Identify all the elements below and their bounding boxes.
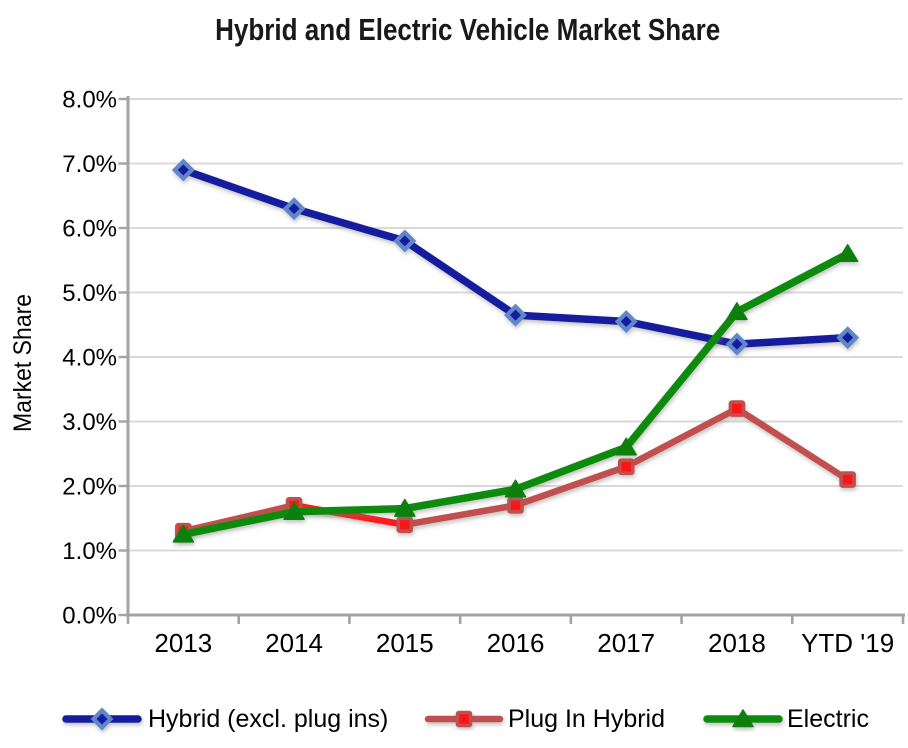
legend-label-plug-in-hybrid: Plug In Hybrid [508, 705, 666, 733]
y-tick-label: 8.0% [62, 87, 117, 114]
marker-triangle [732, 709, 754, 728]
marker-square [396, 516, 414, 534]
x-tick-label: 2017 [597, 628, 655, 658]
legend-label-hybrid: Hybrid (excl. plug ins) [148, 705, 389, 733]
x-tick-label: 2015 [376, 628, 434, 658]
legend-swatch-square [424, 710, 504, 728]
series-segment-electric [733, 250, 852, 316]
legend-swatch-diamond [62, 707, 142, 731]
x-tick-label: 2016 [487, 628, 545, 658]
legend-label-electric: Electric [787, 705, 869, 733]
series-segment-hybrid-excl-plug-ins [290, 204, 409, 245]
x-tick-label: 2013 [154, 628, 212, 658]
marker-diamond [504, 303, 527, 327]
marker-diamond [836, 326, 860, 350]
series-segment-hybrid-excl-plug-ins [401, 237, 520, 319]
series-segment-electric [290, 504, 409, 516]
y-tick-label: 1.0% [62, 538, 117, 565]
series-segment-plug-in-hybrid [401, 502, 519, 528]
marker-triangle [726, 302, 748, 321]
marker-triangle [283, 502, 305, 521]
marker-square [455, 710, 473, 728]
marker-square [617, 458, 635, 475]
series-segment-hybrid-excl-plug-ins [511, 311, 630, 326]
series-segment-plug-in-hybrid [622, 405, 741, 470]
x-tick-label: 2014 [265, 628, 323, 658]
series-segment-plug-in-hybrid [512, 463, 630, 509]
y-tick-label: 4.0% [62, 345, 117, 372]
y-tick-label: 7.0% [62, 151, 117, 178]
marker-diamond [614, 310, 638, 333]
x-tick-label: 2018 [708, 628, 766, 658]
marker-square [728, 400, 746, 417]
series-segment-electric [511, 443, 630, 493]
marker-triangle [394, 498, 416, 517]
series-segment-plug-in-hybrid [733, 405, 851, 483]
chart-title: Hybrid and Electric Vehicle Market Share [14, 12, 908, 48]
legend-swatch-triangle [703, 709, 783, 728]
marker-diamond [90, 707, 114, 731]
marker-square [839, 471, 856, 488]
y-tick-label: 2.0% [62, 474, 117, 501]
y-tick-label: 5.0% [62, 280, 117, 307]
marker-triangle [836, 244, 859, 263]
x-tick-label: YTD '19 [801, 628, 894, 658]
marker-diamond [393, 229, 417, 253]
marker-triangle [615, 437, 637, 456]
series-segment-electric [401, 485, 520, 513]
y-tick-label: 3.0% [62, 409, 117, 436]
y-tick-label: 0.0% [62, 603, 117, 630]
series-segment-hybrid-excl-plug-ins [179, 166, 298, 213]
chart-title-text: Hybrid and Electric Vehicle Market Share [215, 12, 721, 47]
marker-diamond [282, 197, 306, 221]
marker-diamond [725, 332, 749, 356]
y-tick-label: 6.0% [62, 216, 117, 243]
series-segment-electric [622, 308, 741, 452]
series-electric [172, 244, 859, 543]
marker-diamond [171, 158, 195, 182]
series-hybrid-excl-plug-ins [171, 158, 860, 356]
marker-triangle [172, 524, 195, 543]
marker-triangle [504, 479, 527, 498]
series-segment-electric [179, 508, 298, 539]
marker-square [507, 497, 524, 514]
series-segment-hybrid-excl-plug-ins [733, 333, 852, 348]
